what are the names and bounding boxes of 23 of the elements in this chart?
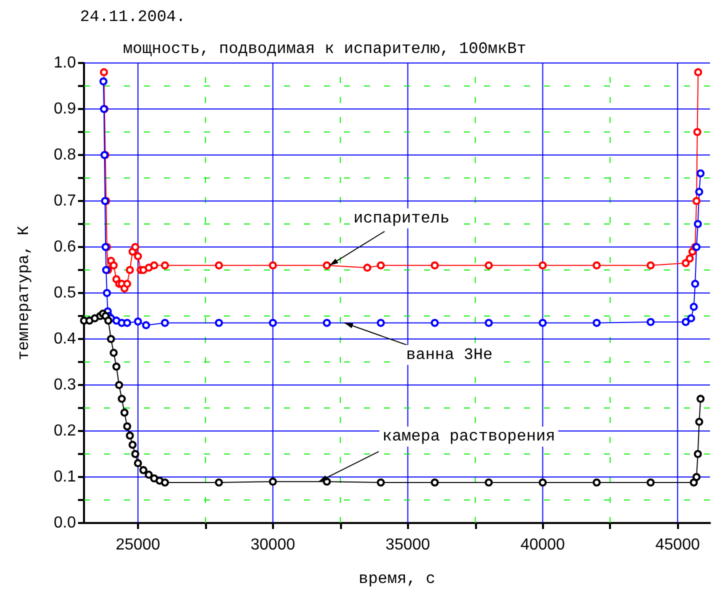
y-tick-label: 1.0 — [54, 54, 76, 72]
x-tick-label: 25000 — [116, 536, 160, 554]
annotation: ванна 3He — [406, 346, 493, 364]
y-tick-label: 0.0 — [54, 514, 76, 532]
annotation: камера растворения — [382, 428, 556, 446]
chart-subtitle: мощность, подводимая к испарителю, 100мкВт — [123, 40, 526, 58]
y-tick-label: 0.5 — [54, 284, 76, 302]
y-tick-label: 0.6 — [54, 238, 76, 256]
x-tick-label: 45000 — [655, 536, 700, 554]
x-tick-label: 30000 — [250, 536, 296, 554]
y-tick-label: 0.2 — [54, 422, 76, 440]
chart-title: 24.11.2004. — [80, 8, 186, 26]
y-tick-label: 0.1 — [54, 468, 76, 486]
y-tick-label: 0.4 — [54, 330, 76, 348]
y-axis-title: температура, К — [15, 225, 33, 360]
y-tick-label: 0.3 — [54, 376, 76, 394]
x-tick-label: 40000 — [520, 536, 566, 554]
x-tick-label: 35000 — [386, 536, 430, 554]
y-tick-label: 0.8 — [54, 146, 76, 164]
y-tick-label: 0.9 — [54, 100, 76, 118]
y-tick-label: 0.7 — [54, 192, 76, 210]
annotation: испаритель — [354, 209, 450, 228]
x-axis-title: время, с — [358, 570, 436, 588]
